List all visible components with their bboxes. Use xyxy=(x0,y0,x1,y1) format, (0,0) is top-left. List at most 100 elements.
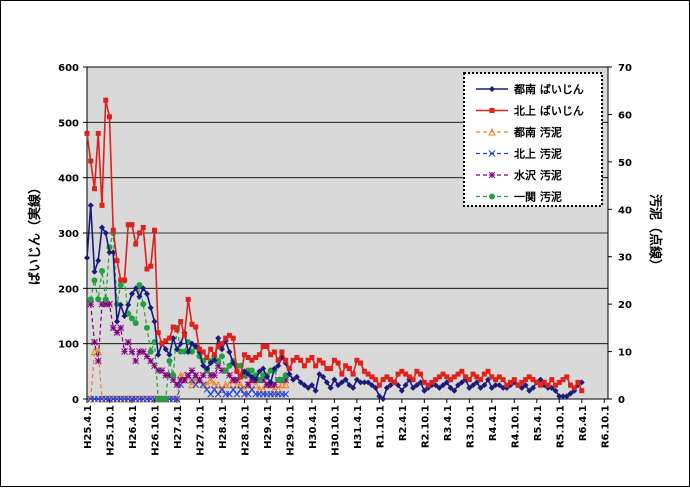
data-point-都南-ばいじん xyxy=(353,376,360,383)
x-tick-label: R5.4.1 xyxy=(533,405,544,441)
x-tick-label: R6.4.1 xyxy=(578,405,589,441)
data-point-一関-汚泥 xyxy=(226,362,233,369)
data-point-北上-ばいじん xyxy=(485,368,491,374)
data-point-北上-汚泥 xyxy=(192,381,200,389)
data-point-北上-ばいじん xyxy=(129,222,135,228)
legend-label: 水沢 汚泥 xyxy=(514,168,562,182)
data-point-北上-ばいじん xyxy=(84,130,90,136)
data-point-都南-ばいじん xyxy=(203,365,210,372)
data-point-都南-ばいじん xyxy=(95,257,102,264)
data-point-北上-汚泥 xyxy=(282,390,290,398)
y-right-tick-label: 10 xyxy=(618,348,632,359)
data-point-北上-ばいじん xyxy=(174,327,180,333)
y-right-axis-title: 汚泥（点線） xyxy=(647,194,663,272)
data-point-北上-ばいじん xyxy=(114,258,120,264)
data-point-都南-ばいじん xyxy=(166,351,173,358)
data-point-水沢-汚泥 xyxy=(124,338,132,346)
data-point-都南-ばいじん xyxy=(98,224,105,231)
data-point-都南-ばいじん xyxy=(458,379,465,386)
data-point-北上-ばいじん xyxy=(365,371,371,377)
data-point-都南-ばいじん xyxy=(357,379,364,386)
data-point-北上-ばいじん xyxy=(388,377,394,383)
data-point-北上-ばいじん xyxy=(305,357,311,363)
data-point-水沢-汚泥 xyxy=(184,371,192,379)
data-point-都南-ばいじん xyxy=(398,387,405,394)
data-point-都南-ばいじん xyxy=(297,379,304,386)
x-tick-label: H27.10.1 xyxy=(195,405,206,456)
data-point-水沢-汚泥 xyxy=(244,381,252,389)
x-tick-label: H25.10.1 xyxy=(105,405,116,456)
x-tick-label: H25.4.1 xyxy=(83,405,94,449)
data-point-都南-ばいじん xyxy=(402,382,409,389)
data-point-都南-ばいじん xyxy=(136,293,143,300)
data-point-北上-汚泥 xyxy=(207,390,215,398)
data-point-北上-ばいじん xyxy=(110,227,116,233)
y-right-tick-label: 0 xyxy=(618,395,625,406)
data-point-都南-ばいじん xyxy=(248,373,255,380)
data-point-北上-ばいじん xyxy=(121,277,127,283)
data-point-北上-ばいじん xyxy=(549,377,555,383)
data-point-一関-汚泥 xyxy=(132,320,139,327)
data-point-都南-ばいじん xyxy=(173,346,180,353)
data-point-都南-ばいじん xyxy=(301,382,308,389)
data-point-北上-ばいじん xyxy=(399,368,405,374)
data-point-北上-ばいじん xyxy=(391,379,397,385)
data-point-北上-ばいじん xyxy=(215,343,221,349)
data-point-北上-ばいじん xyxy=(178,319,184,325)
data-point-都南-ばいじん xyxy=(350,384,357,391)
data-point-北上-ばいじん xyxy=(204,355,210,360)
legend-swatch-marker xyxy=(489,193,495,200)
data-point-北上-ばいじん xyxy=(238,374,244,380)
data-point-都南-ばいじん xyxy=(335,382,342,389)
data-point-水沢-汚泥 xyxy=(271,381,278,389)
data-point-水沢-汚泥 xyxy=(169,376,177,384)
data-point-北上-ばいじん xyxy=(91,186,97,192)
data-point-都南-ばいじん xyxy=(466,384,473,391)
data-point-北上-汚泥 xyxy=(214,390,222,398)
data-point-都南-汚泥 xyxy=(255,385,264,394)
legend-label: 都南 汚泥 xyxy=(513,125,562,139)
data-point-都南-ばいじん xyxy=(368,382,375,389)
data-point-都南-ばいじん xyxy=(162,346,169,353)
data-point-都南-ばいじん xyxy=(117,301,124,308)
data-point-都南-汚泥 xyxy=(203,380,211,389)
data-point-北上-汚泥 xyxy=(203,386,211,393)
data-point-都南-ばいじん xyxy=(211,357,218,364)
data-point-北上-ばいじん xyxy=(496,374,502,380)
data-point-都南-ばいじん xyxy=(481,382,488,389)
data-point-水沢-汚泥 xyxy=(259,376,267,384)
x-tick-label: H30.4.1 xyxy=(308,405,319,449)
data-point-都南-ばいじん xyxy=(143,290,150,297)
data-point-一関-汚泥 xyxy=(98,267,105,274)
data-point-都南-ばいじん xyxy=(316,371,323,378)
legend-label: 一関 汚泥 xyxy=(514,190,562,204)
data-point-北上-ばいじん xyxy=(256,352,262,358)
data-point-北上-ばいじん xyxy=(298,357,304,363)
data-point-水沢-汚泥 xyxy=(199,371,207,379)
data-point-水沢-汚泥 xyxy=(132,357,140,365)
data-point-都南-ばいじん xyxy=(147,304,154,311)
data-point-都南-ばいじん xyxy=(380,396,387,402)
data-point-都南-ばいじん xyxy=(252,376,259,383)
data-point-都南-汚泥 xyxy=(278,380,286,389)
data-point-都南-汚泥 xyxy=(281,380,290,389)
data-point-都南-汚泥 xyxy=(233,380,241,389)
data-point-水沢-汚泥 xyxy=(177,376,185,384)
data-point-北上-ばいじん xyxy=(425,382,431,388)
data-point-都南-ばいじん xyxy=(260,365,267,372)
legend-swatch-marker xyxy=(489,108,495,113)
data-point-北上-ばいじん xyxy=(369,374,375,380)
data-point-北上-ばいじん xyxy=(249,357,255,363)
data-point-水沢-汚泥 xyxy=(102,300,110,308)
data-point-都南-ばいじん xyxy=(455,382,462,389)
data-point-北上-ばいじん xyxy=(118,277,124,283)
data-point-都南-ばいじん xyxy=(188,340,195,347)
data-point-水沢-汚泥 xyxy=(233,376,241,384)
x-tick-label: R4.10.1 xyxy=(510,405,521,448)
data-point-北上-ばいじん xyxy=(271,349,277,355)
y-left-tick-label: 500 xyxy=(58,118,79,129)
data-point-北上-ばいじん xyxy=(418,371,424,377)
data-point-都南-ばいじん xyxy=(383,384,390,391)
data-point-一関-汚泥 xyxy=(256,377,263,384)
data-point-北上-ばいじん xyxy=(125,222,131,228)
